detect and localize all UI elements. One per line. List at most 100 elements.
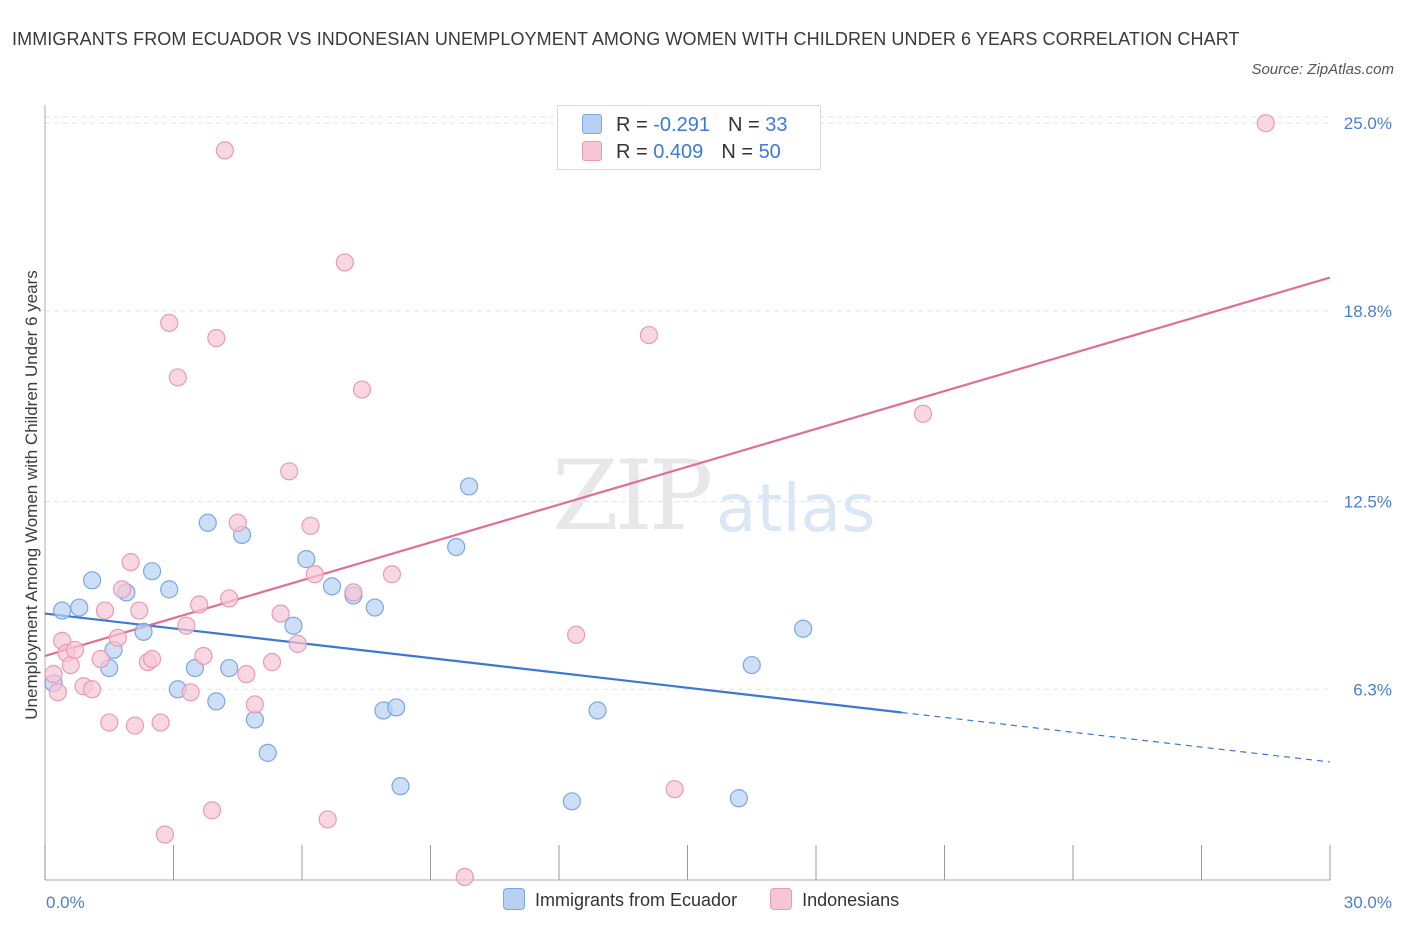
point-indonesians — [202, 801, 222, 820]
legend-r-label: R = — [616, 141, 648, 163]
point-indonesians — [142, 649, 162, 669]
point-indonesians — [382, 565, 402, 584]
point-ecuador — [297, 550, 316, 569]
point-indonesians — [160, 313, 179, 333]
point-indonesians — [1256, 114, 1275, 133]
watermark-zip: ZIP — [552, 440, 713, 552]
legend-n-label: N = — [727, 114, 760, 136]
point-indonesians — [91, 649, 110, 669]
trend-line-ecuador-extension — [901, 711, 1331, 763]
point-indonesians — [271, 604, 290, 623]
stats-legend: R = -0.291 N = 33 R = 0.409 N = 50 — [557, 105, 821, 170]
y-axis-label: Unemployment Among Women with Children U… — [22, 270, 41, 719]
point-ecuador — [459, 477, 479, 496]
point-indonesians — [245, 695, 264, 714]
y-tick-label: 25.0% — [1344, 114, 1392, 133]
chart-title: IMMIGRANTS FROM ECUADOR VS INDONESIAN UN… — [12, 29, 1240, 49]
point-indonesians — [455, 867, 474, 887]
point-ecuador — [322, 577, 342, 596]
point-indonesians — [121, 553, 140, 572]
legend-row-ecuador: R = -0.291 N = 33 — [582, 112, 787, 138]
point-indonesians — [48, 683, 67, 702]
point-ecuador — [134, 622, 153, 641]
point-indonesians — [112, 580, 132, 599]
legend-label-indonesians: Indonesians — [802, 890, 900, 910]
point-indonesians — [65, 640, 85, 660]
point-indonesians — [61, 655, 80, 675]
point-indonesians — [181, 683, 200, 702]
point-indonesians — [288, 634, 307, 653]
point-ecuador — [245, 710, 264, 729]
point-indonesians — [177, 616, 196, 635]
point-ecuador — [207, 692, 226, 711]
point-ecuador — [198, 513, 217, 532]
point-indonesians — [639, 325, 659, 345]
point-indonesians — [352, 380, 372, 399]
point-ecuador — [562, 792, 581, 811]
trend-line-indonesians — [44, 276, 1331, 658]
legend-r-value-indonesians: 0.409 — [653, 141, 704, 163]
point-indonesians — [108, 628, 127, 647]
point-indonesians — [344, 583, 363, 602]
point-indonesians — [125, 716, 145, 735]
point-indonesians — [305, 565, 324, 584]
point-indonesians — [665, 780, 684, 799]
legend-n-value-ecuador: 33 — [765, 114, 788, 136]
point-indonesians — [190, 595, 209, 614]
point-indonesians — [194, 646, 213, 666]
series-legend: Immigrants from Ecuador Indonesians — [503, 888, 927, 911]
legend-n-label: N = — [721, 141, 753, 163]
data-points — [44, 114, 1275, 887]
point-indonesians — [207, 329, 226, 348]
point-ecuador — [160, 580, 179, 599]
point-indonesians — [280, 462, 299, 481]
legend-n-value-indonesians: 50 — [758, 141, 781, 163]
x-tick-label: 30.0% — [1344, 893, 1392, 912]
point-indonesians — [168, 368, 187, 387]
point-indonesians — [215, 141, 234, 160]
point-ecuador — [387, 698, 406, 717]
point-ecuador — [588, 701, 607, 720]
source-credit: Source: ZipAtlas.com — [1251, 61, 1394, 78]
legend-r-label: R = — [616, 114, 648, 136]
point-ecuador — [142, 562, 162, 581]
y-tick-label: 18.8% — [1344, 302, 1392, 321]
y-tick-label: 6.3% — [1353, 680, 1392, 699]
watermark-atlas: atlas — [716, 470, 876, 547]
point-indonesians — [220, 589, 239, 608]
point-indonesians — [228, 513, 247, 532]
point-ecuador — [284, 616, 303, 635]
legend-swatch-ecuador — [582, 114, 602, 134]
tick-labels: 6.3% 12.5% 18.8% 25.0% 0.0% 30.0% — [46, 114, 1392, 912]
legend-label-ecuador: Immigrants from Ecuador — [535, 890, 738, 910]
point-indonesians — [130, 601, 149, 620]
point-ecuador — [220, 658, 239, 678]
legend-r-value-ecuador: -0.291 — [653, 114, 710, 136]
y-tick-label: 12.5% — [1344, 493, 1392, 512]
point-indonesians — [318, 810, 337, 829]
legend-item-ecuador: Immigrants from Ecuador — [503, 888, 737, 911]
axes — [44, 105, 1331, 881]
legend-swatch-ecuador — [503, 888, 525, 910]
point-ecuador — [729, 789, 749, 808]
legend-swatch-indonesians — [770, 888, 793, 910]
x-tick-label: 0.0% — [46, 893, 85, 912]
point-indonesians — [335, 253, 354, 272]
point-ecuador — [53, 601, 72, 620]
legend-item-indonesians: Indonesians — [770, 888, 899, 911]
point-indonesians — [83, 680, 102, 699]
grid-lines — [45, 116, 1330, 690]
point-indonesians — [913, 404, 933, 423]
point-indonesians — [155, 825, 175, 844]
point-ecuador — [70, 598, 89, 617]
point-indonesians — [151, 713, 170, 732]
point-ecuador — [447, 537, 466, 557]
point-indonesians — [237, 665, 256, 684]
point-ecuador — [742, 655, 761, 675]
point-indonesians — [100, 713, 119, 732]
legend-swatch-indonesians — [582, 141, 602, 161]
point-indonesians — [262, 652, 282, 672]
point-ecuador — [83, 571, 102, 590]
legend-row-indonesians: R = 0.409 N = 50 — [582, 139, 781, 165]
